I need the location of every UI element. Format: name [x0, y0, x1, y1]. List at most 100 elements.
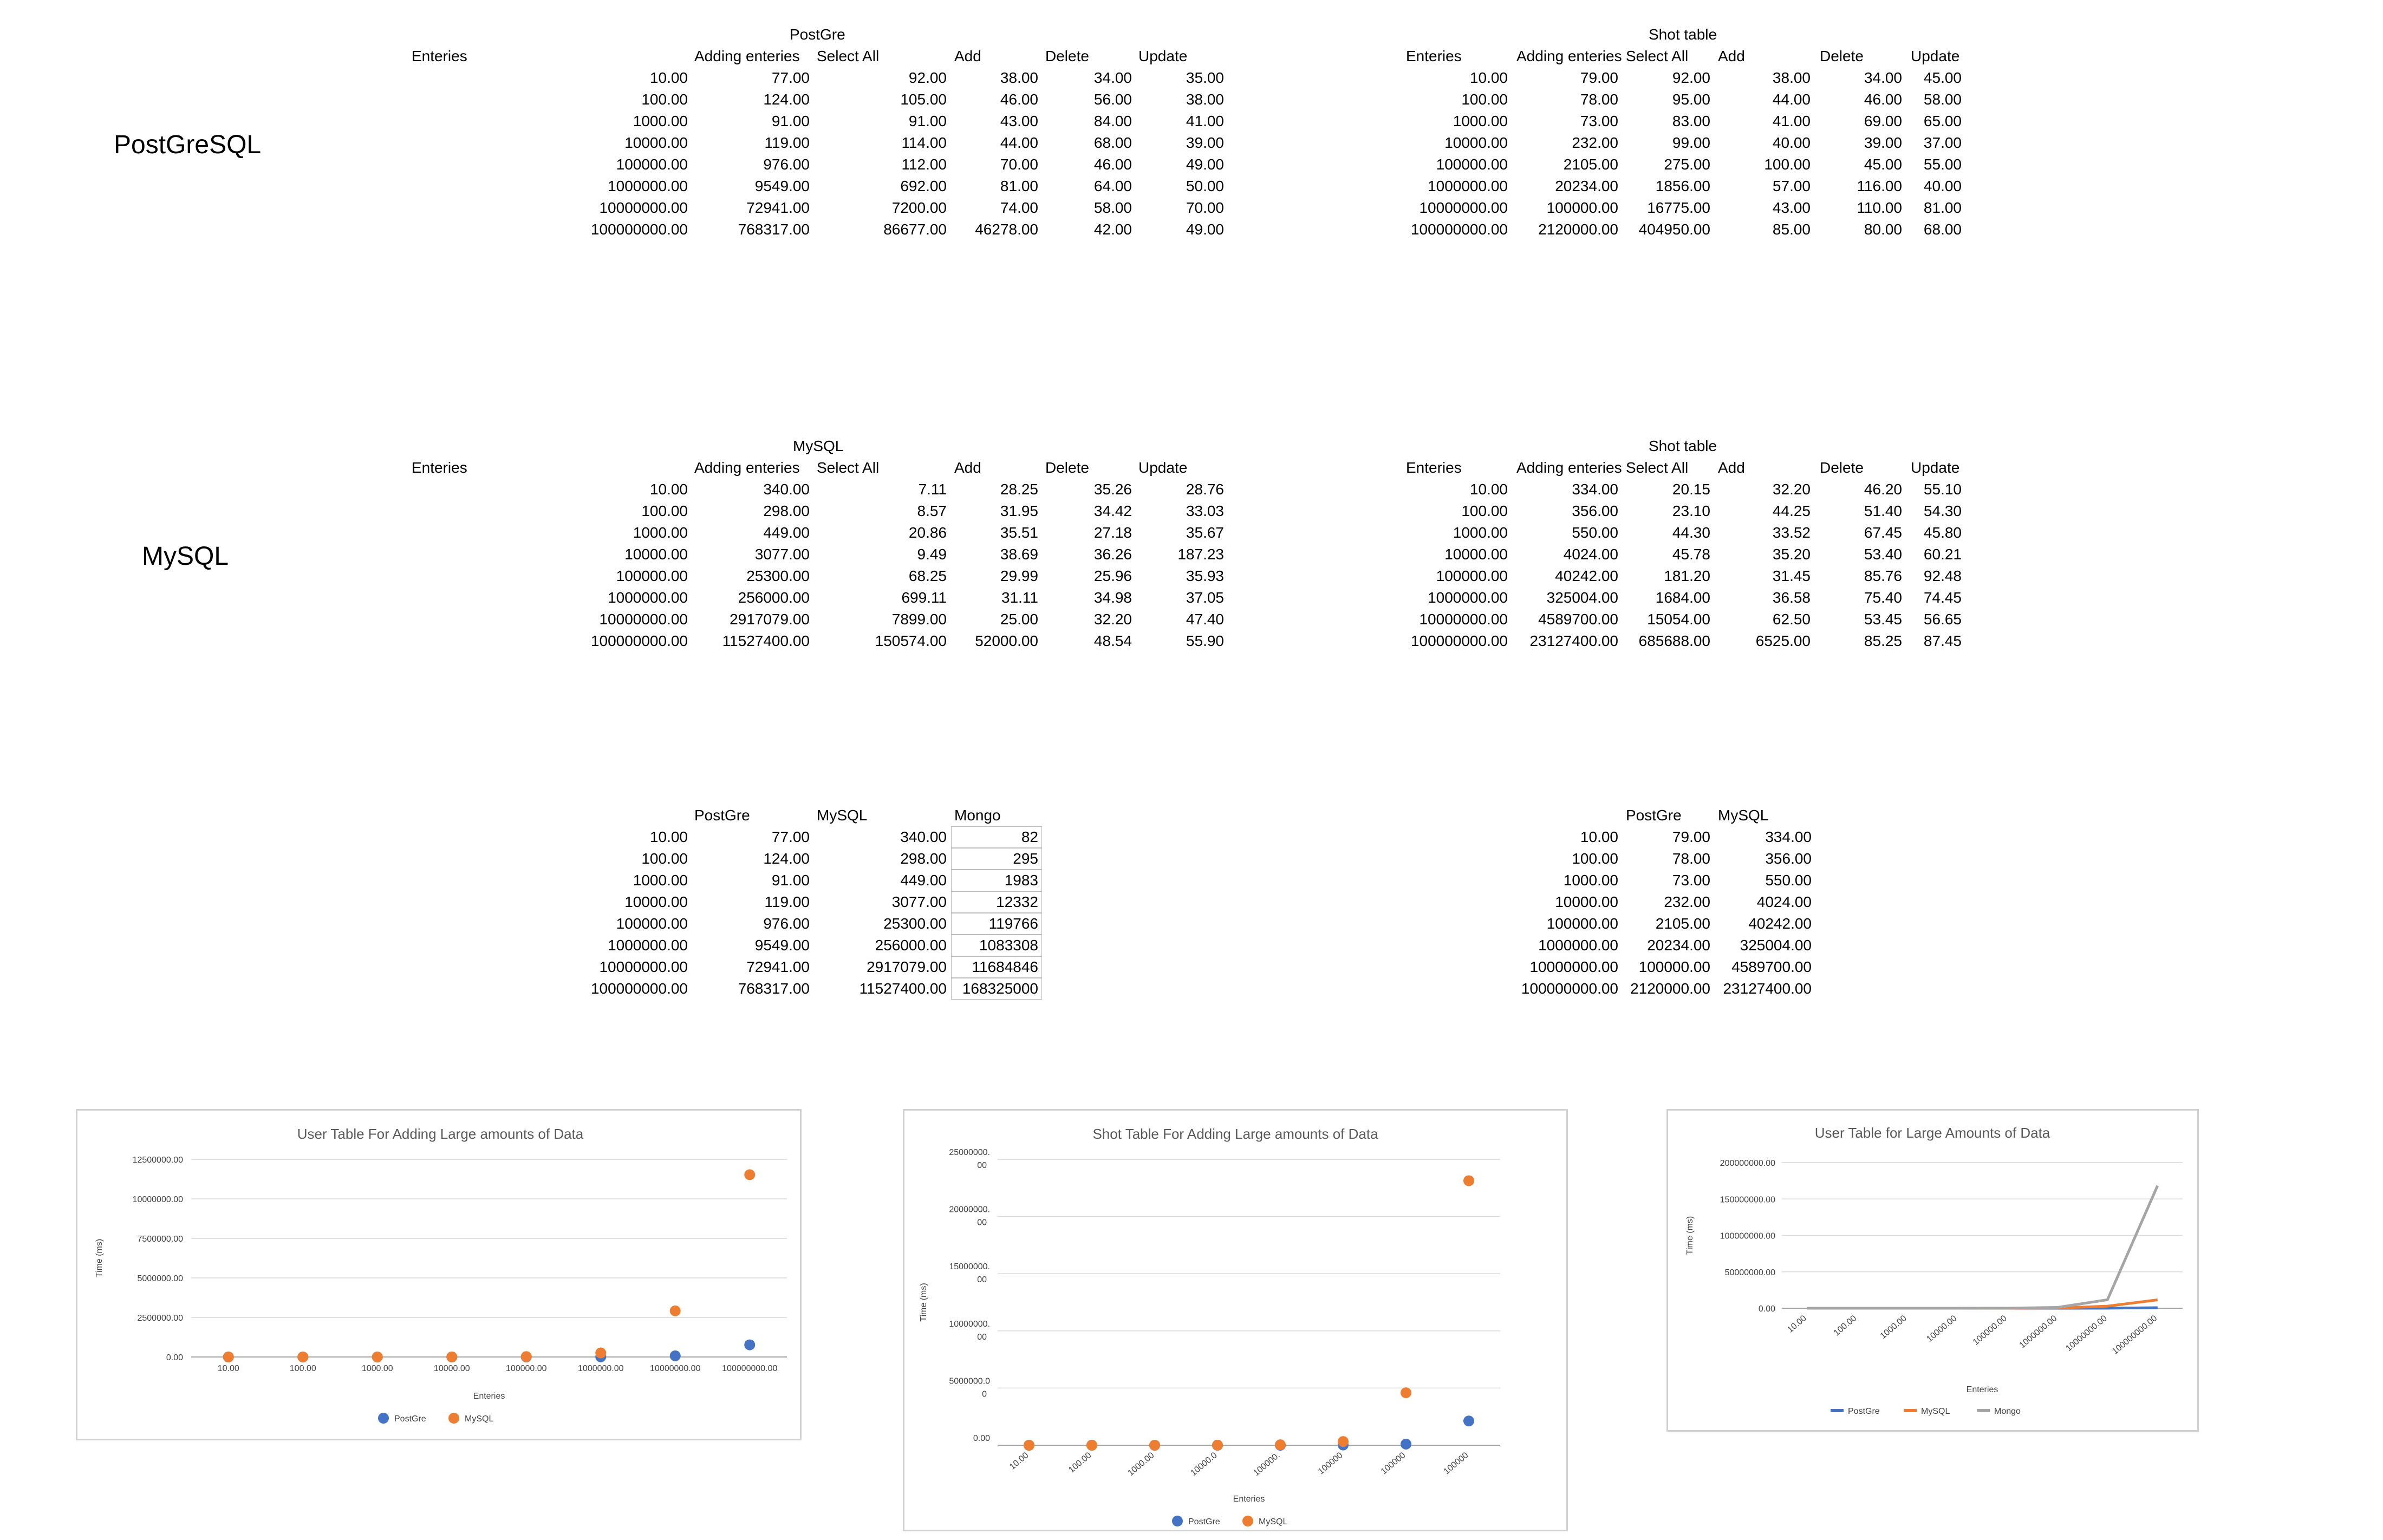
table-cell: 10.00	[1580, 828, 1618, 845]
table-cell: 42.00	[1093, 221, 1132, 238]
table-cell: 334.00	[1572, 481, 1618, 498]
column-header: Adding enteries	[1516, 48, 1622, 64]
table-cell: 28.25	[1000, 481, 1038, 498]
chart-title: Shot Table For Adding Large amounts of D…	[1092, 1126, 1378, 1142]
mongo-cell: 1083308	[951, 935, 1042, 956]
table-cell: 70.00	[1186, 199, 1224, 216]
y-tick-label: 15000000.	[949, 1262, 990, 1271]
column-header: Select All	[817, 459, 880, 476]
table-cell: 100000.00	[616, 156, 688, 173]
table-cell: 72941.00	[746, 199, 810, 216]
table-cell: 31.11	[1001, 589, 1038, 606]
chart-user-adding[interactable]: User Table For Adding Large amounts of D…	[76, 1109, 802, 1440]
data-point-mysql	[1401, 1387, 1411, 1399]
table-cell: 57.00	[1772, 178, 1811, 194]
table-cell: 44.25	[1772, 503, 1811, 519]
table-cell: 10.00	[1469, 69, 1508, 86]
table-cell: 1684.00	[1655, 589, 1710, 606]
legend-label: PostGre	[1848, 1407, 1880, 1416]
table-cell: 1856.00	[1655, 178, 1710, 194]
table-cell: 100000000.00	[590, 632, 688, 649]
table-cell: 187.23	[1177, 546, 1224, 563]
table-cell: 34.42	[1093, 503, 1132, 519]
table-cell: 32.20	[1093, 611, 1132, 628]
column-header: Update	[1911, 459, 1960, 476]
column-header: Update	[1138, 48, 1188, 64]
table-cell: 23.10	[1672, 503, 1710, 519]
table-cell: 58.00	[1923, 91, 1962, 108]
table-cell: 53.40	[1864, 546, 1902, 563]
chart-user-adding-svg: User Table For Adding Large amounts of D…	[95, 1126, 787, 1424]
chart-shot-adding-svg: Shot Table For Adding Large amounts of D…	[919, 1126, 1500, 1526]
table-cell: 91.00	[771, 113, 810, 129]
y-tick-label: 5000000.00	[137, 1274, 183, 1283]
chart-user-large[interactable]: User Table for Large Amounts of Data 0.00…	[1666, 1109, 2199, 1432]
table-title: Shot table	[1649, 26, 1717, 43]
table-cell: 25300.00	[746, 567, 810, 584]
chart-title: User Table For Adding Large amounts of D…	[297, 1126, 584, 1142]
table-cell: 46.00	[1000, 91, 1038, 108]
y-tick-label: 0.00	[1759, 1304, 1775, 1314]
table-cell: 4589700.00	[1731, 958, 1812, 975]
table-title: PostGre	[790, 26, 845, 43]
table-cell: 51.40	[1864, 503, 1902, 519]
table-cell: 232.00	[1664, 893, 1710, 910]
table-cell: 74.00	[1000, 199, 1038, 216]
column-header: Delete	[1820, 48, 1864, 64]
table-cell: 67.45	[1864, 524, 1902, 541]
data-point-mysql	[595, 1347, 607, 1359]
y-tick-label: 0.00	[166, 1353, 183, 1362]
table-cell: 75.40	[1864, 589, 1902, 606]
table-cell: 6525.00	[1755, 632, 1811, 649]
chart-shot-adding[interactable]: Shot Table For Adding Large amounts of D…	[903, 1109, 1568, 1531]
legend-marker	[1242, 1516, 1253, 1526]
table-cell: 35.20	[1772, 546, 1811, 563]
table-cell: 100.00	[641, 850, 688, 867]
table-cell: 46.00	[1864, 91, 1902, 108]
column-header: Delete	[1045, 459, 1089, 476]
table-cell: 124.00	[763, 850, 810, 867]
column-header: Enteries	[412, 48, 467, 64]
table-cell: 40242.00	[1555, 567, 1618, 584]
table-cell: 39.00	[1864, 134, 1902, 151]
data-point-mysql	[1086, 1439, 1097, 1451]
table-cell: 58.00	[1093, 199, 1132, 216]
table-cell: 41.00	[1772, 113, 1811, 129]
table-cell: 62.50	[1772, 611, 1811, 628]
table-cell: 91.00	[908, 113, 947, 129]
x-tick-label: 100000000.00	[2111, 1314, 2159, 1356]
column-header: Delete	[1045, 48, 1089, 64]
table-cell: 1000.00	[633, 524, 688, 541]
column-header: MySQL	[817, 807, 868, 824]
y-tick-label: 5000000.0	[949, 1376, 990, 1386]
table-cell: 1000000.00	[1428, 178, 1508, 194]
x-tick-label: 10000.0	[1189, 1451, 1219, 1478]
table-cell: 43.00	[1000, 113, 1038, 129]
table-cell: 20.86	[908, 524, 947, 541]
table-cell: 1000.00	[633, 872, 688, 889]
table-cell: 10.00	[649, 828, 688, 845]
table-cell: 10.00	[649, 69, 688, 86]
table-cell: 1000.00	[1563, 872, 1618, 889]
data-point-mysql	[1338, 1436, 1349, 1447]
legend-marker	[1977, 1409, 1990, 1412]
data-point-mysql	[1212, 1439, 1223, 1451]
x-tick-label: 1000.00	[1879, 1314, 1909, 1341]
y-tick-label: 0.00	[973, 1434, 990, 1443]
x-tick-label: 10.00	[1786, 1314, 1808, 1335]
table-cell: 116.00	[1857, 178, 1902, 194]
table-cell: 7.11	[918, 481, 947, 498]
table-cell: 68.00	[1923, 221, 1962, 238]
table-cell: 56.65	[1923, 611, 1962, 628]
table-cell: 100000.00	[1436, 567, 1508, 584]
table-cell: 114.00	[901, 134, 947, 151]
table-cell: 100000.00	[1546, 915, 1618, 932]
y-tick-label: 7500000.00	[137, 1235, 183, 1244]
table-cell: 35.93	[1186, 567, 1224, 584]
table-cell: 10.00	[1469, 481, 1508, 498]
table-cell: 47.40	[1186, 611, 1224, 628]
table-cell: 40.00	[1772, 134, 1811, 151]
table-cell: 9549.00	[754, 178, 810, 194]
table-cell: 340.00	[900, 828, 947, 845]
table-cell: 55.90	[1186, 632, 1224, 649]
